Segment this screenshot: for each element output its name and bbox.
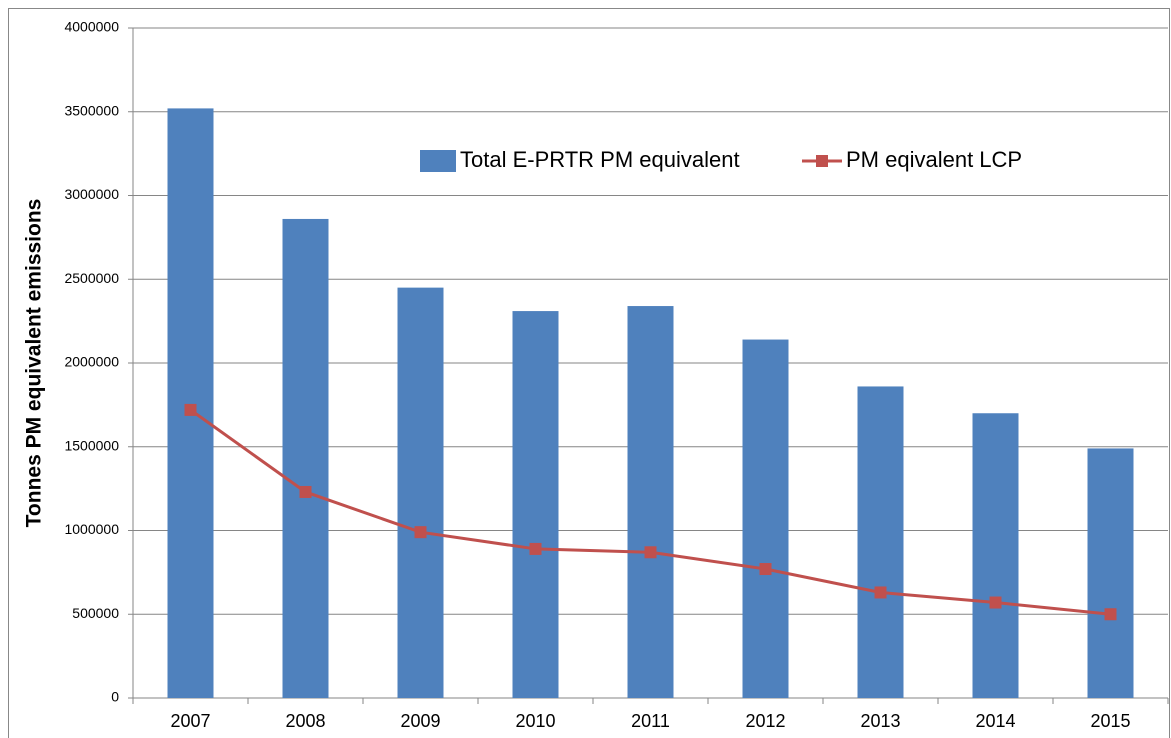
x-tick-label: 2013 (860, 711, 900, 731)
y-tick-label: 1500000 (64, 437, 119, 453)
legend-marker (816, 155, 828, 167)
bar (742, 339, 789, 698)
chart-border (8, 8, 1170, 738)
y-tick-label: 2500000 (64, 270, 119, 286)
bar (1087, 448, 1134, 698)
marker (644, 546, 657, 559)
marker (874, 586, 887, 599)
x-tick-label: 2010 (515, 711, 555, 731)
bar (282, 218, 329, 698)
y-tick-label: 2000000 (64, 354, 119, 370)
x-tick-label: 2011 (631, 711, 670, 731)
bar (627, 306, 674, 698)
marker (184, 403, 197, 416)
legend-label: Total E-PRTR PM equivalent (460, 147, 740, 172)
y-tick-label: 3000000 (64, 186, 119, 202)
marker (1104, 608, 1117, 621)
x-tick-label: 2015 (1090, 711, 1130, 731)
x-tick-label: 2009 (400, 711, 440, 731)
y-tick-label: 3500000 (64, 102, 119, 118)
bar (972, 413, 1019, 698)
x-tick-label: 2014 (975, 711, 1015, 731)
bar (857, 386, 904, 698)
x-tick-label: 2012 (745, 711, 785, 731)
legend-label: PM eqivalent LCP (846, 147, 1022, 172)
y-tick-label: 4000000 (64, 19, 119, 35)
y-tick-label: 0 (111, 689, 119, 705)
y-tick-label: 1000000 (64, 521, 119, 537)
x-tick-label: 2008 (285, 711, 325, 731)
marker (299, 485, 312, 498)
y-axis-title: Tonnes PM equivalent emissions (23, 199, 46, 528)
marker (759, 563, 772, 576)
marker (414, 526, 427, 539)
legend-swatch (420, 150, 456, 172)
marker (989, 596, 1002, 609)
y-tick-label: 500000 (72, 605, 119, 621)
bar (167, 108, 214, 698)
bar (512, 311, 559, 698)
x-tick-label: 2007 (170, 711, 210, 731)
bar (397, 287, 444, 698)
marker (529, 542, 542, 555)
